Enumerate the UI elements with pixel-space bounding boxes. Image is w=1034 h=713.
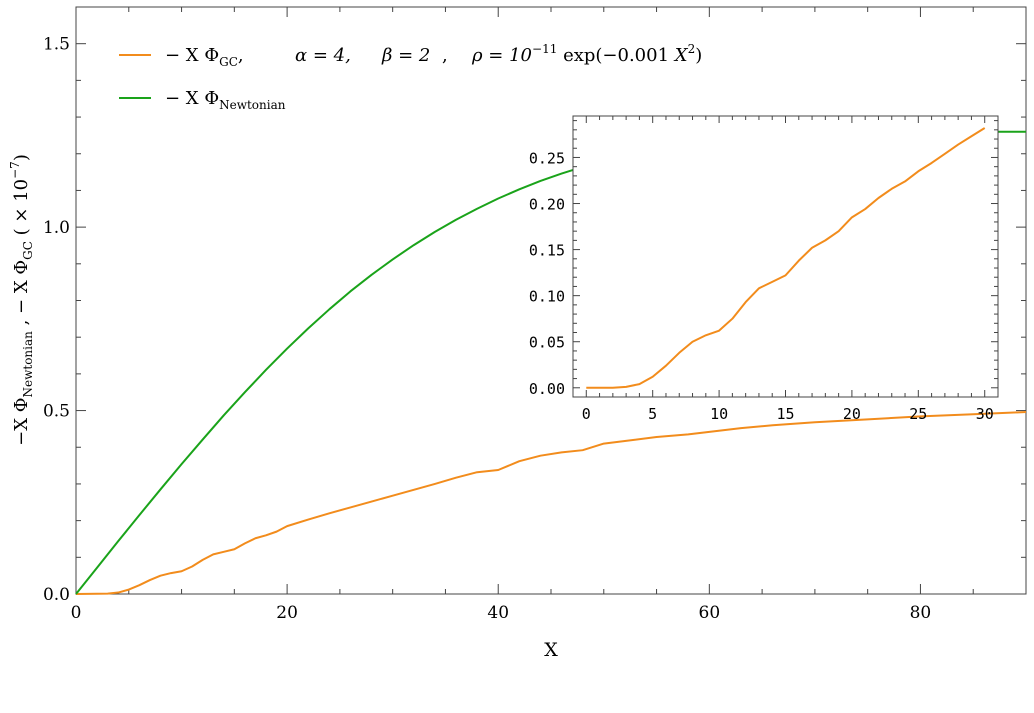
x-tick-label: 60: [699, 603, 721, 623]
main-tick-labels: 0 20 40 60 80 0.0 0.5 1.0 1.5: [43, 35, 931, 623]
y-axis-label-part: , − X Φ: [11, 260, 32, 331]
y-tick-label: 1.0: [43, 218, 70, 238]
inset-series: [586, 127, 986, 389]
y-tick-label: 0.25: [529, 149, 565, 167]
inset-tick-labels: 0 5 10 15 20 25 30 0.00 0.05 0.10 0.15 0.20 0.25: [529, 149, 994, 423]
legend-label-gc: − X ΦGC, α = 4, β = 2,ρ = 10−11 exp(−0.001…: [165, 42, 702, 69]
x-tick-label: 40: [487, 603, 509, 623]
x-tick-label: 80: [910, 603, 932, 623]
inset-ticks: [573, 116, 998, 397]
y-axis-label-part: ( × 10: [11, 179, 32, 241]
legend: − X ΦGC, α = 4, β = 2,ρ = 10−11 exp(−0.001…: [119, 42, 702, 112]
x-tick-label: 20: [843, 405, 861, 423]
y-axis-label-superscript: −7: [8, 161, 22, 179]
y-tick-label: 0.15: [529, 242, 565, 260]
x-tick-label: 25: [909, 405, 927, 423]
y-axis-label: −X ΦNewtonian , − X ΦGC ( × 10−7): [8, 154, 35, 446]
x-tick-label: 10: [710, 405, 728, 423]
x-tick-label: 0: [71, 603, 82, 623]
y-tick-label: 0.0: [43, 585, 70, 605]
series-line-gc: [586, 127, 986, 389]
y-tick-label: 0.10: [529, 288, 565, 306]
x-axis-label: X: [544, 639, 558, 661]
y-tick-label: 1.5: [43, 35, 70, 55]
x-tick-label: 5: [648, 405, 657, 423]
series-line-gc: [75, 411, 1027, 595]
y-tick-label: 0.00: [529, 380, 565, 398]
x-tick-label: 0: [582, 405, 591, 423]
y-tick-label: 0.05: [529, 334, 565, 352]
x-tick-label: 20: [276, 603, 298, 623]
legend-label-newtonian: − X ΦNewtonian: [165, 88, 286, 112]
x-tick-label: 30: [976, 405, 994, 423]
x-tick-label: 15: [776, 405, 794, 423]
y-axis-label-part: −X Φ: [11, 397, 32, 445]
inset-plot-frame: [572, 115, 999, 398]
y-axis-label-subscript: Newtonian: [21, 331, 35, 398]
y-tick-label: 0.20: [529, 196, 565, 214]
y-axis-label-part: ): [11, 154, 32, 161]
y-axis-label-subscript: GC: [21, 241, 35, 260]
y-tick-label: 0.5: [43, 402, 70, 422]
